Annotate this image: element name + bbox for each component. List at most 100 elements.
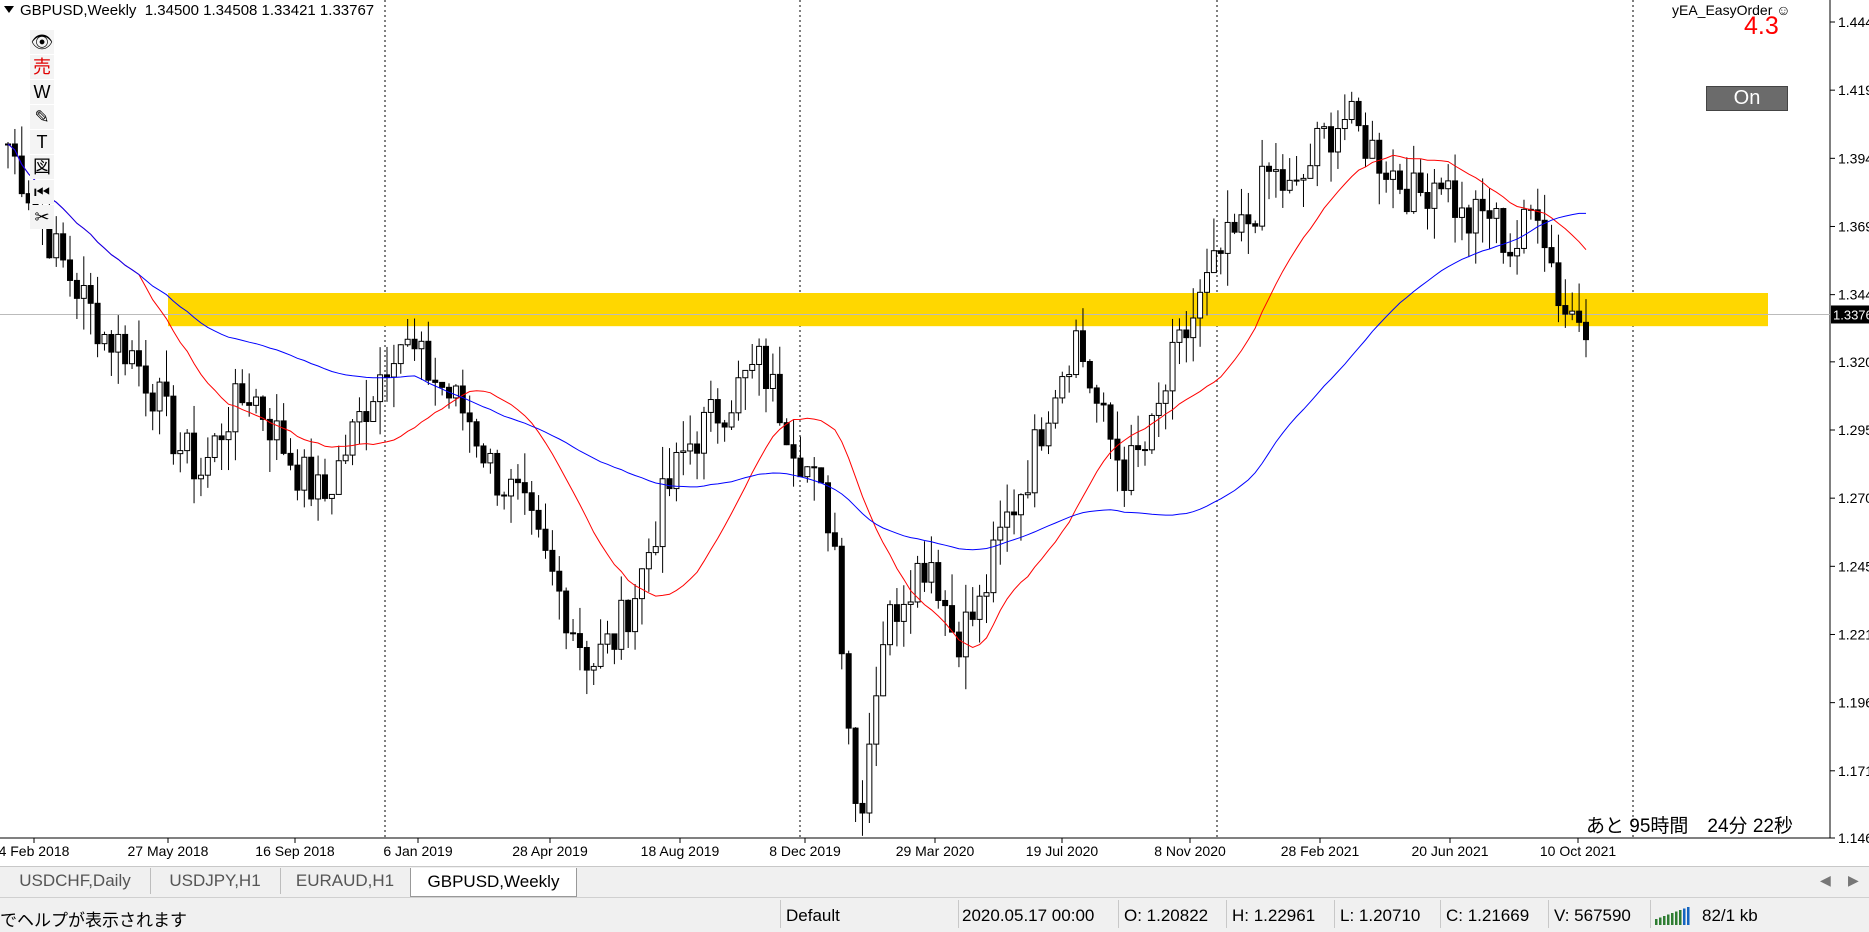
candle-body xyxy=(218,435,225,441)
candle-body xyxy=(645,552,652,570)
connection-bars-icon[interactable] xyxy=(1655,905,1695,925)
candle-body xyxy=(997,526,1004,541)
signal-bar xyxy=(1675,911,1678,925)
candle-body xyxy=(1548,247,1555,264)
candle-body xyxy=(60,233,67,261)
candle-body xyxy=(1114,438,1121,461)
chart-ohlc: 1.34500 1.34508 1.33421 1.33767 xyxy=(144,2,375,19)
candle-body xyxy=(1458,207,1465,218)
candle-body xyxy=(390,363,397,378)
scissors-icon[interactable]: ✂ xyxy=(30,205,54,229)
y-tick-label: 1.44430 xyxy=(1838,14,1869,30)
candle-body xyxy=(1555,262,1562,307)
candle-body xyxy=(1300,177,1307,181)
candle-body xyxy=(1486,210,1493,219)
ea-on-button[interactable]: On xyxy=(1706,86,1788,111)
chart-header: GBPUSD,Weekly 1.34500 1.34508 1.33421 1.… xyxy=(4,2,374,19)
candle-body xyxy=(259,396,266,420)
y-tick-label: 1.41945 xyxy=(1838,82,1869,98)
candle-body xyxy=(976,595,983,620)
candle-body xyxy=(452,385,459,399)
candle-body xyxy=(838,545,845,655)
candle-body xyxy=(508,478,515,497)
x-tick-label: 16 Sep 2018 xyxy=(255,843,335,859)
candle-body xyxy=(907,601,914,605)
tab-scroll-right-icon[interactable]: ▶ xyxy=(1848,872,1859,888)
candle-body xyxy=(1210,250,1217,274)
candle-body xyxy=(287,452,294,466)
candle-body xyxy=(363,411,370,423)
candle-body xyxy=(928,562,935,583)
candle-body xyxy=(1376,139,1383,174)
sell-icon[interactable]: 売 xyxy=(30,55,54,79)
candle-body xyxy=(728,412,735,428)
candle-body xyxy=(501,494,508,497)
candle-body xyxy=(191,432,198,480)
candle-body xyxy=(804,466,811,478)
candle-body xyxy=(514,478,521,484)
candle-body xyxy=(756,345,763,365)
candle-body xyxy=(115,333,122,353)
candle-body xyxy=(1576,310,1583,323)
candle-body xyxy=(811,466,818,469)
candle-body xyxy=(1348,100,1355,121)
tab-scroll-left-icon[interactable]: ◀ xyxy=(1820,872,1831,888)
tab-euraud-h1[interactable]: EURAUD,H1 xyxy=(280,868,411,894)
y-tick-label: 1.36975 xyxy=(1838,218,1869,234)
chart-area[interactable]: 1.44430 1.41945 1.39460 1.36975 1.34490 1.320… xyxy=(0,0,1869,868)
status-low: L: 1.20710 xyxy=(1340,906,1421,925)
eye-icon[interactable]: 👁 xyxy=(30,30,54,54)
status-help: でヘルプが表示されます xyxy=(0,911,187,930)
candle-body xyxy=(122,333,129,365)
candle-body xyxy=(590,665,597,671)
candle-body xyxy=(797,457,804,478)
candle-body xyxy=(983,592,990,597)
candle-body xyxy=(225,431,232,441)
candle-body xyxy=(1017,494,1024,516)
candle-body xyxy=(1024,492,1031,496)
signal-bar xyxy=(1671,913,1674,925)
w-icon[interactable]: W xyxy=(30,80,54,104)
candle-body xyxy=(818,467,825,484)
y-tick-label: 1.17130 xyxy=(1838,763,1869,779)
status-datetime: 2020.05.17 00:00 xyxy=(962,906,1095,925)
x-tick-label: 18 Aug 2019 xyxy=(641,843,720,859)
candle-body xyxy=(1073,330,1080,376)
candle-body xyxy=(383,374,390,378)
candle-body xyxy=(1135,445,1142,451)
status-volume: V: 567590 xyxy=(1554,906,1631,925)
candle-body xyxy=(1252,223,1259,227)
candle-body xyxy=(935,562,942,601)
tab-usdjpy-h1[interactable]: USDJPY,H1 xyxy=(150,868,281,894)
rewind-icon[interactable]: ⏮ xyxy=(30,180,54,204)
candle-body xyxy=(563,590,570,634)
candle-body xyxy=(156,381,163,412)
pencil-icon[interactable]: ✎ xyxy=(30,105,54,129)
candle-body xyxy=(439,381,446,388)
price-chart[interactable]: 1.44430 1.41945 1.39460 1.36975 1.34490 1.320… xyxy=(0,0,1869,868)
candle-body xyxy=(866,743,873,814)
tab-gbpusd-weekly[interactable]: GBPUSD,Weekly xyxy=(410,868,577,897)
chart-icon[interactable]: 図 xyxy=(30,155,54,179)
candle-body xyxy=(873,695,880,745)
candle-body xyxy=(377,374,384,403)
candle-body xyxy=(570,632,577,635)
candle-body xyxy=(73,279,80,299)
candle-body xyxy=(246,402,253,406)
candle-body xyxy=(1128,445,1135,491)
candle-body xyxy=(632,598,639,633)
candle-body xyxy=(597,643,604,667)
candle-body xyxy=(990,539,997,594)
signal-bar xyxy=(1663,916,1666,925)
support-zone-rectangle[interactable] xyxy=(168,292,1768,327)
candle-body xyxy=(335,460,342,495)
candle-body xyxy=(149,392,156,412)
tab-usdchf-daily[interactable]: USDCHF,Daily xyxy=(0,868,151,894)
text-icon[interactable]: T xyxy=(30,130,54,154)
candle-body xyxy=(1238,214,1245,233)
candle-body xyxy=(67,259,74,281)
candle-body xyxy=(549,549,556,572)
candle-body xyxy=(1107,404,1114,440)
signal-bar xyxy=(1667,914,1670,925)
dropdown-triangle-icon[interactable] xyxy=(4,6,14,13)
